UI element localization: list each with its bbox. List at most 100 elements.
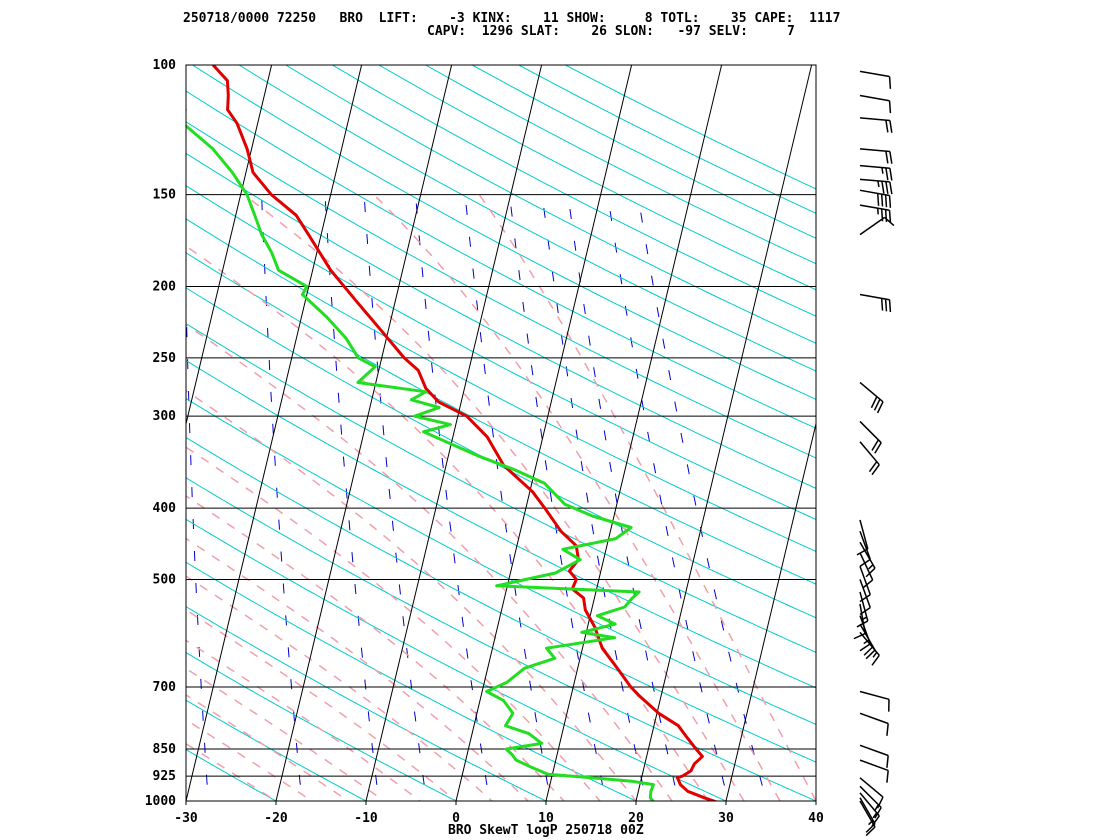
- moist-adiabat: [186, 323, 673, 801]
- mixing-ratio-line: [324, 194, 380, 801]
- barb-staff: [859, 579, 872, 608]
- dry-adiabat: [517, 65, 816, 214]
- barb-full: [885, 151, 889, 164]
- barb-full: [865, 649, 876, 660]
- barb-staff: [859, 381, 884, 403]
- isotherm: [902, 49, 1085, 817]
- barb-full: [886, 723, 889, 736]
- wind-barb: [859, 530, 872, 567]
- barb-half: [874, 804, 880, 811]
- pressure-label: 850: [153, 742, 177, 757]
- barb-staff: [859, 94, 890, 102]
- barb-staff: [859, 690, 890, 701]
- isotherm: [186, 65, 273, 426]
- barb-full: [859, 558, 871, 567]
- barb-staff: [859, 519, 869, 550]
- barb-full: [859, 643, 871, 652]
- wind-barb: [859, 70, 892, 89]
- barb-staff: [859, 566, 872, 595]
- barb-full: [873, 398, 881, 411]
- barb-staff: [859, 164, 890, 169]
- barb-full: [880, 208, 884, 222]
- barb-full: [888, 100, 892, 114]
- isotherm: [635, 65, 813, 801]
- pressure-label: 300: [153, 409, 177, 424]
- moist-adiabat: [243, 194, 745, 801]
- wind-barb: [859, 579, 872, 616]
- moist-adiabat: [186, 639, 422, 801]
- barb-full: [871, 654, 880, 666]
- wind-barb: [853, 603, 866, 640]
- wind-barb: [859, 381, 884, 414]
- dry-adiabat: [186, 152, 816, 489]
- barb-full: [889, 120, 893, 133]
- wind-barb: [859, 293, 892, 313]
- barb-full: [876, 796, 884, 809]
- barb-full: [865, 823, 876, 833]
- barb-staff: [859, 293, 890, 301]
- dry-adiabat: [186, 652, 458, 801]
- mixing-ratio-line: [261, 194, 303, 801]
- barb-full: [885, 181, 889, 194]
- pressure-label: 400: [153, 501, 177, 516]
- temperature-profile: [211, 65, 721, 801]
- pressure-label: 250: [153, 351, 177, 366]
- dewpoint-profile: [186, 108, 655, 801]
- dry-adiabat: [186, 518, 728, 801]
- isotherm: [815, 798, 816, 801]
- barb-staff: [859, 591, 869, 622]
- barb-staff: [859, 148, 890, 153]
- dry-adiabat: [191, 65, 816, 400]
- wind-barb: [859, 797, 876, 833]
- barb-half: [872, 651, 878, 658]
- wind-barb: [859, 800, 876, 837]
- wind-barb: [859, 712, 889, 736]
- temperature-label: 40: [808, 811, 824, 826]
- temperature-label: 20: [628, 811, 644, 826]
- wind-barb: [859, 541, 876, 578]
- isotherm: [545, 65, 723, 801]
- wind-barb: [856, 591, 869, 628]
- moist-adiabat: [186, 245, 709, 801]
- barb-full: [886, 770, 889, 783]
- pressure-label: 500: [153, 572, 177, 587]
- dry-adiabat: [186, 323, 816, 653]
- barb-staff: [859, 204, 890, 212]
- dry-adiabat: [186, 749, 278, 801]
- wind-barb: [859, 690, 890, 712]
- barb-full: [862, 579, 874, 589]
- barb-full: [856, 548, 869, 556]
- dry-adiabat: [186, 606, 548, 801]
- background-lines: [186, 49, 1085, 817]
- barb-full: [856, 620, 869, 628]
- wind-barb: [859, 420, 882, 454]
- wind-barb: [859, 94, 892, 114]
- barb-half: [860, 616, 868, 621]
- barb-staff: [859, 785, 882, 809]
- isotherm: [725, 421, 816, 801]
- barb-full: [884, 209, 888, 222]
- dry-adiabat: [186, 800, 187, 801]
- pressure-label: 925: [153, 769, 176, 784]
- mixing-ratio-line: [637, 194, 767, 801]
- barb-full: [868, 461, 878, 473]
- temperature-label: -10: [354, 811, 378, 826]
- chart-footer: BRO SkewT logP 250718 00Z: [448, 823, 644, 838]
- dry-adiabat: [186, 121, 816, 459]
- dry-adiabat: [186, 561, 638, 801]
- dry-adiabat: [186, 397, 816, 726]
- temperature-label: 30: [718, 811, 734, 826]
- wind-barb: [859, 204, 892, 223]
- mixing-ratio-line: [541, 194, 647, 801]
- wind-barb: [859, 552, 874, 589]
- barb-full: [871, 439, 880, 451]
- barb-staff: [859, 792, 880, 817]
- isotherm: [365, 65, 543, 801]
- sounding-profiles: [186, 65, 721, 801]
- mixing-ratio-line: [415, 194, 491, 801]
- moist-adiabat: [186, 537, 530, 801]
- barb-full: [874, 807, 882, 819]
- barb-full: [863, 646, 874, 656]
- temperature-label: 10: [538, 811, 554, 826]
